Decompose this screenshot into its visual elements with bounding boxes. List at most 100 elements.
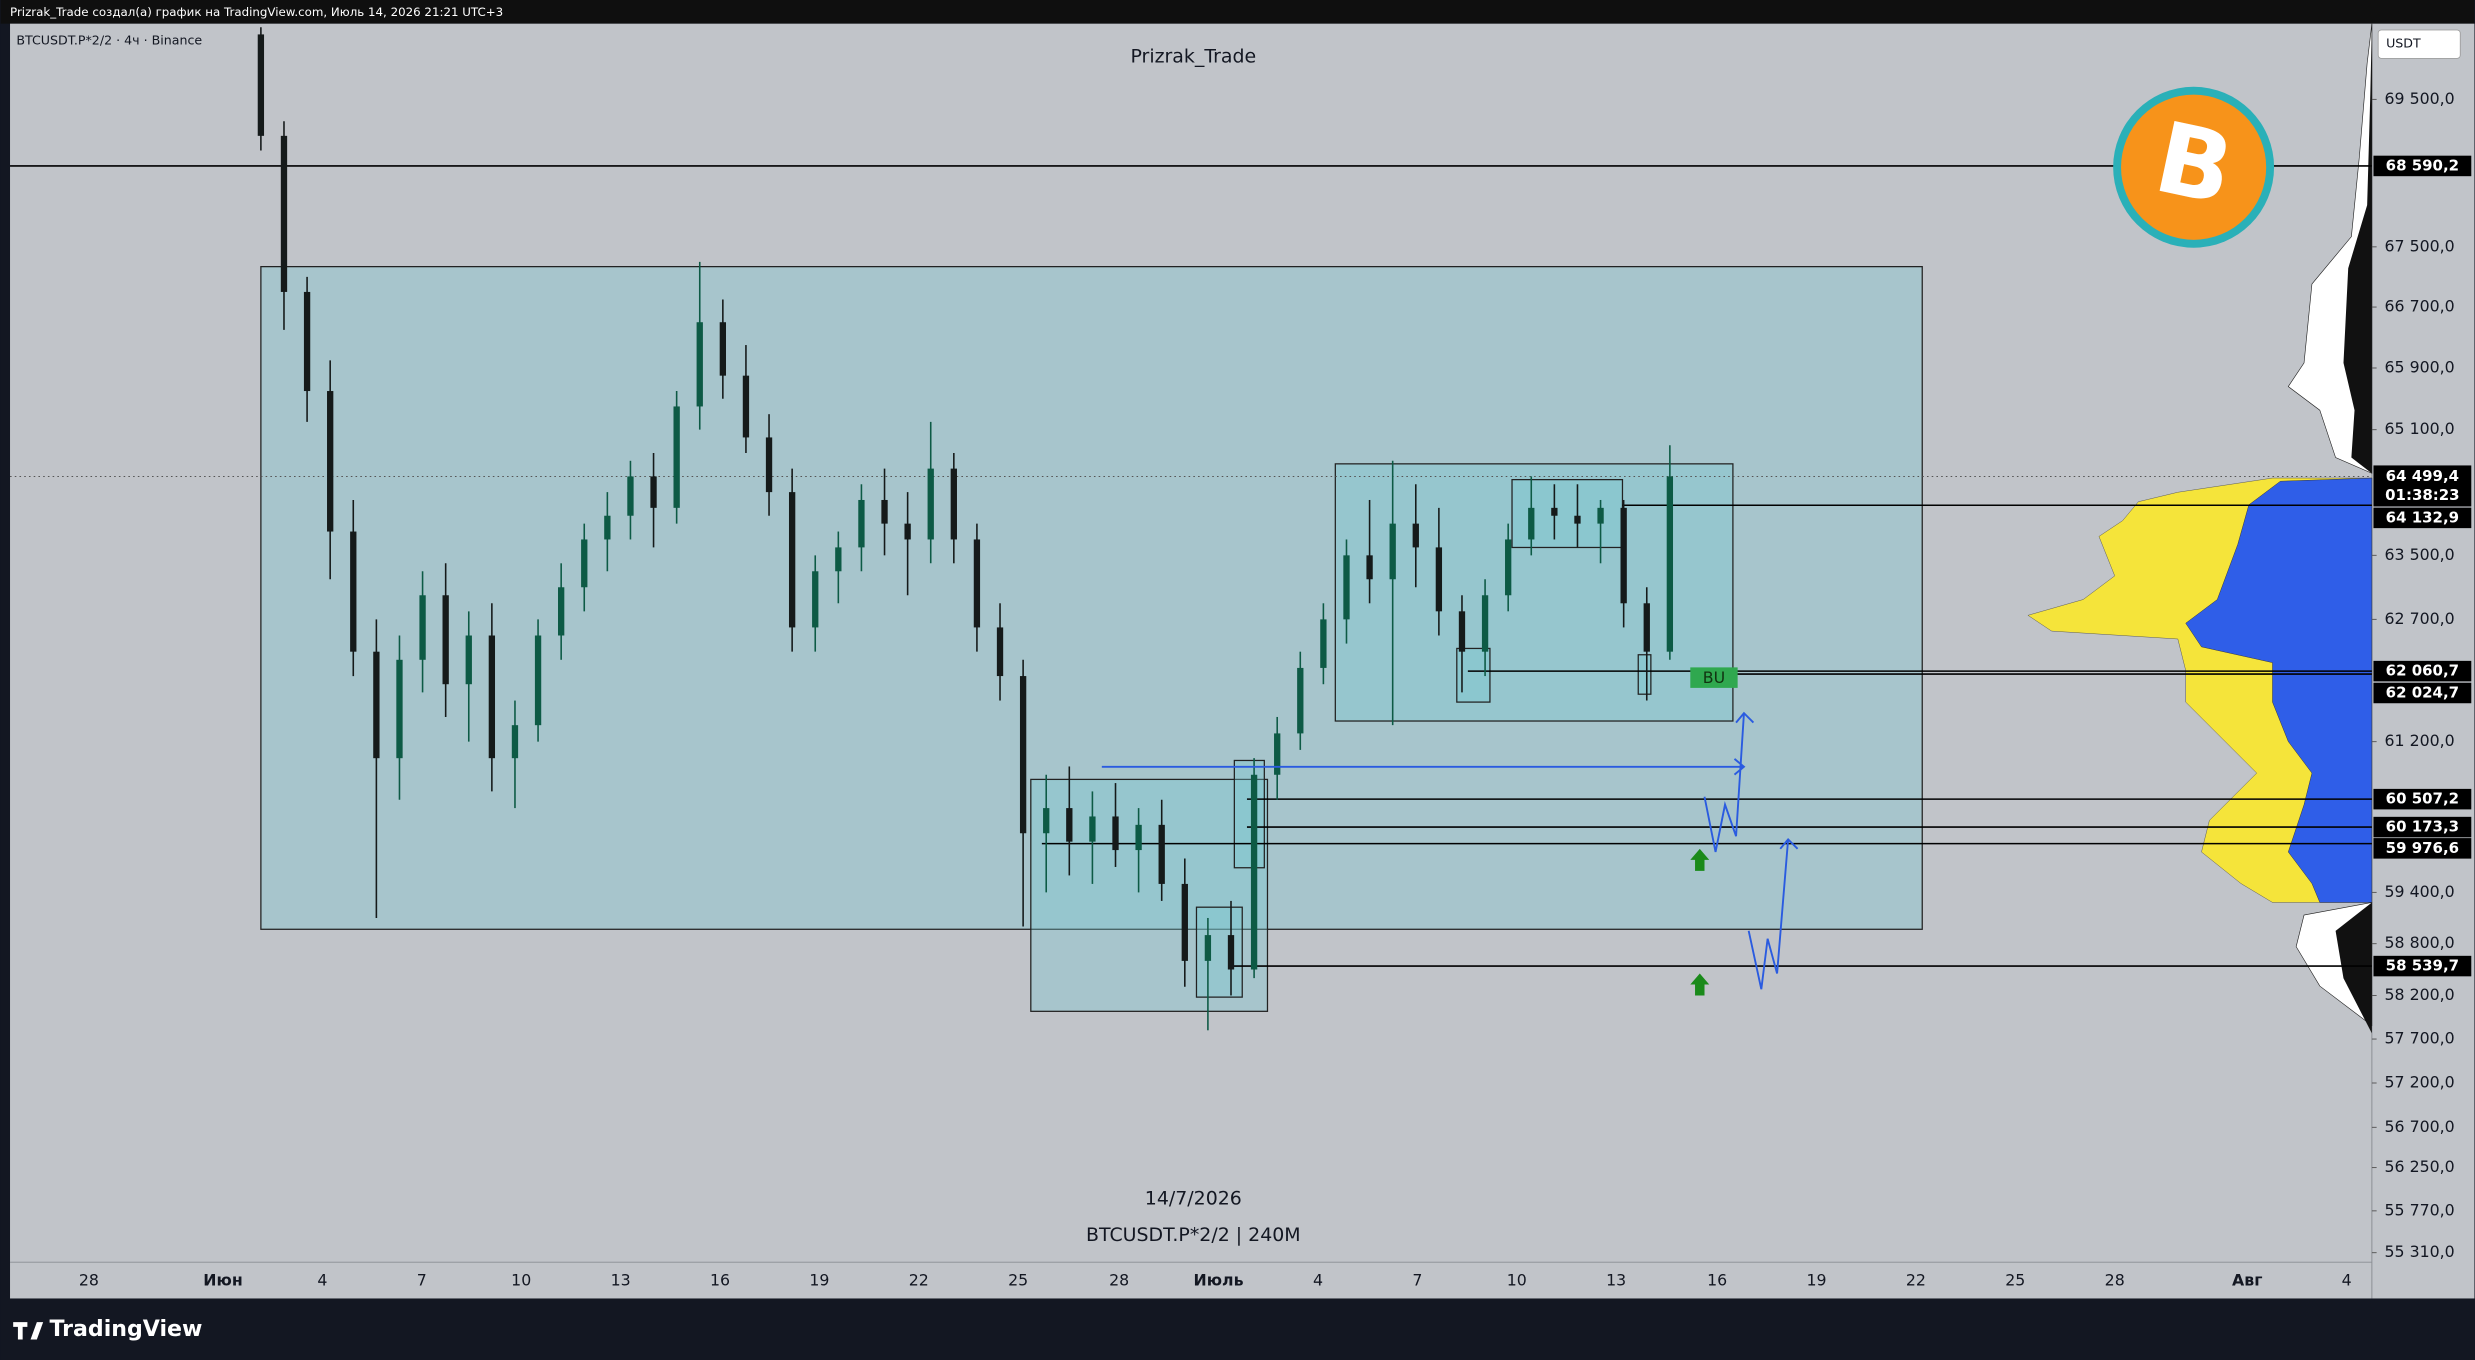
price-tag — [2373, 816, 2472, 838]
candle-body — [1528, 507, 1535, 540]
candle-body — [904, 523, 911, 540]
price-tick-label: 57 200,0 — [2385, 1072, 2455, 1091]
footer-logo — [13, 1322, 44, 1340]
price-tag — [2373, 155, 2472, 177]
candle-body — [1620, 507, 1627, 604]
candle-body — [950, 468, 957, 540]
price-tick-label: 55 770,0 — [2385, 1200, 2455, 1219]
price-tag — [2373, 955, 2472, 977]
candle-body — [1505, 539, 1512, 596]
price-tag — [2373, 507, 2472, 529]
volume-profile — [2027, 23, 2373, 1034]
badge-text: BU — [1703, 668, 1725, 687]
candle-body — [488, 635, 496, 759]
candle-body — [558, 587, 565, 636]
candle-body — [858, 499, 865, 548]
price-tick-label: 62 700,0 — [2385, 609, 2455, 628]
time-tick-label: Авг — [2232, 1271, 2262, 1290]
candle-body — [742, 375, 750, 438]
footer: TradingView — [13, 1317, 202, 1342]
watermark-symbol: BTCUSDT.P*2/2 | 240M — [1086, 1224, 1301, 1246]
time-tick-label: 4 — [2342, 1271, 2352, 1290]
time-tick-label: 4 — [1313, 1271, 1323, 1290]
time-tick-label: 4 — [317, 1271, 327, 1290]
up-arrow — [1690, 973, 1710, 996]
zones — [260, 266, 1923, 1012]
zone — [1334, 463, 1734, 722]
badge — [1690, 667, 1738, 688]
legend: BTCUSDT.P*2/2 · 4ч · Binance — [16, 33, 202, 48]
candles — [257, 27, 1674, 1031]
candle-body — [1135, 824, 1142, 851]
price-tag-label: 59 976,6 — [2386, 839, 2459, 857]
price-tag-label: 68 590,2 — [2386, 156, 2459, 174]
time-tick-label: 22 — [1906, 1271, 1926, 1290]
candle-body — [303, 291, 311, 392]
price-tick-label: 56 700,0 — [2385, 1117, 2455, 1136]
candle-body — [1481, 595, 1489, 652]
candle-body — [1274, 733, 1281, 775]
candle-body — [1574, 515, 1581, 524]
candle-body — [1181, 883, 1188, 961]
price-tag — [2373, 682, 2472, 704]
price-tag — [2373, 788, 2472, 810]
currency-box[interactable] — [2377, 29, 2461, 59]
footer-brand: TradingView — [49, 1317, 202, 1342]
candle-body — [627, 476, 634, 516]
time-tick-label: 13 — [611, 1271, 631, 1290]
zone — [1637, 654, 1652, 695]
time-tick-label: 22 — [909, 1271, 929, 1290]
candle-body — [973, 539, 981, 628]
candle-body — [1366, 555, 1373, 580]
time-tick-label: 7 — [417, 1271, 427, 1290]
price-tick-label: 57 700,0 — [2385, 1029, 2455, 1048]
candle-body — [650, 476, 657, 508]
price-tick-label: 66 700,0 — [2385, 297, 2455, 316]
candle-body — [1043, 808, 1050, 834]
price-tag — [2373, 838, 2472, 859]
candle-body — [812, 571, 819, 628]
candle-body — [1158, 824, 1165, 884]
candle-body — [1320, 619, 1327, 668]
time-tick-label: 10 — [511, 1271, 531, 1290]
price-tag-label: 58 539,7 — [2386, 957, 2459, 975]
candle-body — [1458, 611, 1466, 652]
price-tag — [2373, 660, 2472, 682]
candle-body — [1597, 507, 1604, 524]
price-tick-label: 67 500,0 — [2385, 236, 2455, 255]
price-labels: 69 500,0 67 500,0 66 700,0 65 900,0 65 100,0… — [2371, 89, 2455, 1261]
candle-body — [604, 515, 611, 540]
candle-body — [1412, 523, 1419, 548]
up-arrow — [1690, 848, 1710, 871]
candle-body — [511, 725, 519, 759]
time-labels: 28 Июн 4 7 10 13 16 19 22 25 28 Июль 4 7 10 13 16 19 22 25 2… — [79, 1271, 2352, 1290]
candle-body — [1019, 676, 1027, 834]
candle-body — [765, 437, 773, 493]
candle-body — [1551, 507, 1558, 516]
time-tick-label: 7 — [1412, 1271, 1422, 1290]
time-tick-label: 28 — [79, 1271, 99, 1290]
price-tick-label: 69 500,0 — [2385, 89, 2455, 108]
caption: Prizrak_Trade создал(а) график на Tradin… — [10, 5, 503, 19]
candle-body — [419, 595, 426, 660]
price-tick-label: 55 310,0 — [2385, 1242, 2455, 1261]
candle-body — [1204, 935, 1212, 961]
arrow — [1101, 758, 1746, 776]
price-tag-label: 62 060,7 — [2386, 662, 2459, 680]
price-tag-label: 62 024,7 — [2386, 683, 2459, 701]
time-tick-label: 25 — [1008, 1271, 1028, 1290]
price-tick-label: 61 200,0 — [2385, 731, 2455, 750]
price-tag-label: 60 173,3 — [2386, 818, 2459, 836]
candle-body — [442, 595, 449, 685]
candle-body — [1435, 547, 1443, 612]
countdown: 01:38:23 — [2385, 486, 2459, 504]
candle-body — [396, 659, 403, 759]
candle-body — [1089, 816, 1096, 842]
candle-body — [1112, 816, 1119, 851]
candle-body — [280, 135, 288, 292]
time-tick-label: 28 — [2105, 1271, 2125, 1290]
time-tick-label: Июн — [203, 1271, 242, 1290]
candle-body — [1343, 555, 1350, 620]
time-tick-label: 28 — [1109, 1271, 1129, 1290]
